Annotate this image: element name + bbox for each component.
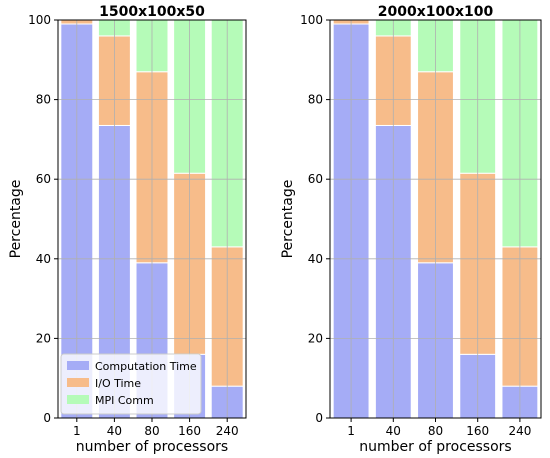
y-tick-label: 40 [36, 252, 51, 266]
legend-box [60, 353, 202, 415]
y-tick-label: 100 [28, 13, 51, 27]
chart-title: 2000x100x100 [378, 4, 494, 20]
x-axis-label: number of processors [76, 439, 228, 455]
y-axis-label: Percentage [8, 180, 24, 259]
x-axis-label: number of processors [359, 439, 511, 455]
legend: Computation Time I/O Time MPI Comm [60, 353, 202, 415]
x-tick-label: 1 [73, 424, 81, 438]
legend-swatch [67, 361, 89, 370]
chart-panel-1: 0 20 40 60 80 100 1 40 80 160 240 1500x100x50 number… [8, 4, 247, 455]
chart-panel-2: 0 20 40 60 80 100 1 40 80 160 240 2000x100x100 numbe… [280, 4, 542, 455]
x-tick-label: 160 [178, 424, 201, 438]
legend-label: MPI Comm [95, 394, 154, 407]
x-tick-label: 80 [428, 424, 443, 438]
legend-swatch [67, 378, 89, 387]
legend-swatch [67, 395, 89, 404]
y-tick-label: 60 [36, 172, 51, 186]
y-tick-label: 80 [308, 93, 323, 107]
x-tick-label: 240 [508, 424, 531, 438]
y-tick-label: 100 [300, 13, 323, 27]
x-tick-label: 240 [216, 424, 239, 438]
x-tick-label: 80 [144, 424, 159, 438]
y-tick-label: 0 [315, 411, 323, 425]
x-tick-label: 40 [107, 424, 122, 438]
x-tick-label: 160 [466, 424, 489, 438]
y-tick-label: 0 [43, 411, 51, 425]
legend-label: Computation Time [95, 360, 197, 373]
y-tick-label: 20 [308, 331, 323, 345]
y-tick-label: 60 [308, 172, 323, 186]
y-tick-label: 20 [36, 331, 51, 345]
x-tick-label: 40 [386, 424, 401, 438]
y-axis-label: Percentage [280, 180, 296, 259]
y-tick-label: 40 [308, 252, 323, 266]
y-tick-label: 80 [36, 93, 51, 107]
legend-label: I/O Time [95, 377, 141, 390]
chart-title: 1500x100x50 [99, 4, 205, 20]
x-tick-label: 1 [347, 424, 355, 438]
